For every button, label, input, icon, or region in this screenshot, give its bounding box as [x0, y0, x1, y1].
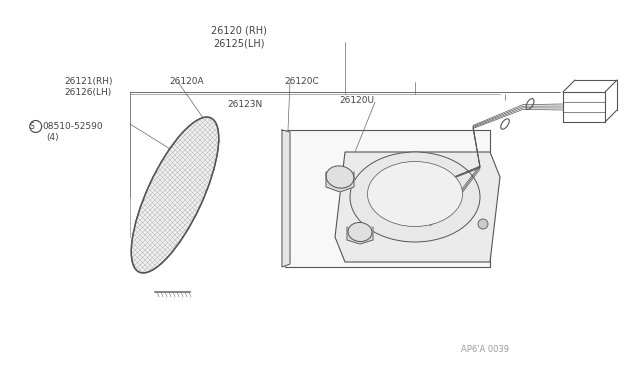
- Text: 26120A: 26120A: [170, 77, 204, 86]
- Polygon shape: [335, 152, 500, 262]
- Polygon shape: [285, 130, 490, 267]
- Text: 26123N: 26123N: [227, 100, 262, 109]
- Ellipse shape: [326, 166, 354, 188]
- Polygon shape: [347, 227, 373, 244]
- Text: 26126(LH): 26126(LH): [64, 88, 111, 97]
- Text: 26120 (RH): 26120 (RH): [211, 26, 267, 35]
- Polygon shape: [282, 130, 290, 267]
- Text: AP6'A 0039: AP6'A 0039: [461, 345, 509, 354]
- Ellipse shape: [350, 152, 480, 242]
- Text: 26125(LH): 26125(LH): [213, 39, 264, 49]
- Text: S: S: [29, 122, 34, 131]
- Text: 08510-52590: 08510-52590: [43, 122, 103, 131]
- Ellipse shape: [367, 161, 463, 227]
- Text: 26120U: 26120U: [339, 96, 374, 105]
- Polygon shape: [326, 172, 354, 192]
- Ellipse shape: [348, 222, 372, 241]
- Ellipse shape: [131, 117, 219, 273]
- Text: 26120C: 26120C: [285, 77, 319, 86]
- Ellipse shape: [478, 219, 488, 229]
- Text: 26121(RH): 26121(RH): [64, 77, 113, 86]
- Text: (4): (4): [46, 133, 59, 142]
